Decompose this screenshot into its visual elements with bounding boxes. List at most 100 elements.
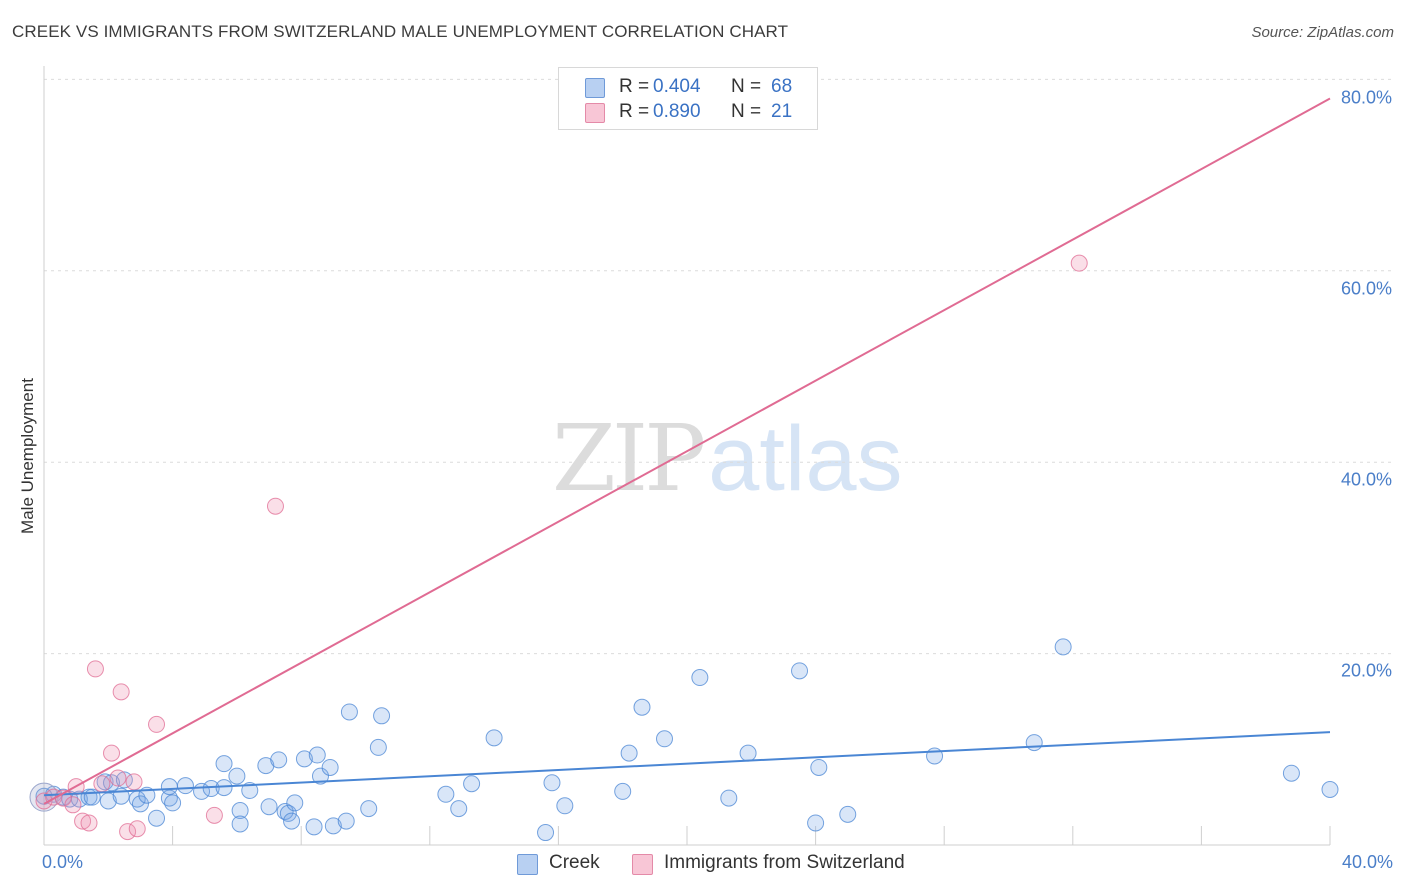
- creek-point: [1282, 764, 1300, 782]
- creek-point: [311, 767, 329, 785]
- creek-point: [231, 802, 249, 820]
- swiss-swatch: [585, 103, 605, 123]
- creek-point: [270, 751, 288, 769]
- creek-point: [369, 738, 387, 756]
- creek-point: [260, 798, 278, 816]
- swiss-point: [205, 806, 223, 824]
- creek-point: [231, 815, 249, 833]
- creek-point: [437, 785, 455, 803]
- swiss-point: [93, 775, 111, 793]
- chart-title: CREEK VS IMMIGRANTS FROM SWITZERLAND MAL…: [12, 22, 789, 41]
- creek-point: [1054, 638, 1072, 656]
- creek-point: [148, 809, 166, 827]
- creek-point: [810, 758, 828, 776]
- r-label: R =: [619, 76, 650, 97]
- axes: [43, 66, 1331, 846]
- creek-point: [131, 795, 149, 813]
- legend-swiss-label: Immigrants from Switzerland: [664, 852, 905, 873]
- creek-point: [215, 755, 233, 773]
- creek-point: [614, 782, 632, 800]
- creek-point: [620, 744, 638, 762]
- gridlines: [44, 78, 1392, 655]
- r-label: R =: [619, 101, 650, 122]
- creek-point: [83, 788, 101, 806]
- creek-point: [202, 780, 220, 798]
- trend-lines: [43, 97, 1331, 805]
- creek-point: [537, 824, 555, 842]
- creek-point: [286, 794, 304, 812]
- creek-point: [450, 800, 468, 818]
- creek-point: [485, 729, 503, 747]
- creek-point: [543, 774, 561, 792]
- swiss-point: [125, 773, 143, 791]
- source-credit: Source: ZipAtlas.com: [1251, 24, 1394, 41]
- legend-creek-label: Creek: [549, 852, 600, 873]
- swiss-r-value: 0.890: [653, 101, 701, 122]
- swiss-point: [148, 715, 166, 733]
- creek-point: [276, 803, 294, 821]
- creek-point: [176, 777, 194, 795]
- creek-point: [655, 730, 673, 748]
- creek-point: [633, 698, 651, 716]
- watermark-atlas: atlas: [708, 408, 903, 510]
- y-tick-20: 20.0%: [1340, 660, 1392, 681]
- creek-point: [164, 794, 182, 812]
- swiss-n-value: 21: [771, 101, 793, 122]
- legend-swiss-swatch: [632, 854, 653, 875]
- creek-r-value: 0.404: [653, 76, 701, 97]
- creek-point: [839, 805, 857, 823]
- swiss-point: [35, 792, 53, 810]
- creek-point: [160, 778, 178, 796]
- swiss-trend-line: [43, 97, 1331, 805]
- swiss-point: [112, 683, 130, 701]
- watermark: ZIPatlas: [552, 405, 903, 512]
- swiss-point: [86, 660, 104, 678]
- creek-point: [691, 669, 709, 687]
- swiss-point: [103, 744, 121, 762]
- creek-point: [241, 781, 259, 799]
- creek-point: [1321, 780, 1339, 798]
- y-tick-80: 80.0%: [1340, 87, 1392, 108]
- legend: Creek Immigrants from Switzerland: [0, 852, 1406, 878]
- creek-swatch: [585, 78, 605, 98]
- creek-point: [308, 746, 326, 764]
- creek-point: [337, 812, 355, 830]
- creek-point: [321, 758, 339, 776]
- swiss-point: [119, 823, 137, 841]
- creek-point: [228, 767, 246, 785]
- swiss-point: [74, 812, 92, 830]
- creek-point: [807, 814, 825, 832]
- n-label: N =: [731, 101, 762, 122]
- swiss-point: [64, 796, 82, 814]
- watermark-zip: ZIP: [552, 405, 706, 512]
- creek-point: [360, 800, 378, 818]
- creek-point: [96, 773, 114, 791]
- swiss-point: [128, 820, 146, 838]
- x-tick-min: 0.0%: [42, 852, 84, 872]
- swiss-points: [35, 254, 1088, 841]
- creek-point: [463, 775, 481, 793]
- creek-point: [720, 789, 738, 807]
- y-tick-40: 40.0%: [1340, 469, 1392, 490]
- creek-point: [373, 707, 391, 725]
- creek-point: [283, 812, 301, 830]
- creek-point: [556, 797, 574, 815]
- x-tick-max: 40.0%: [1341, 852, 1393, 872]
- creek-point: [305, 818, 323, 836]
- correlation-stats-box: R = 0.404 N = 68 R = 0.890 N = 21: [558, 67, 818, 130]
- creek-point: [739, 744, 757, 762]
- creek-point: [1025, 734, 1043, 752]
- creek-point: [295, 750, 313, 768]
- swiss-point: [109, 769, 127, 787]
- n-label: N =: [731, 76, 762, 97]
- creek-points: [29, 638, 1339, 842]
- creek-n-value: 68: [771, 76, 793, 97]
- swiss-point: [80, 814, 98, 832]
- creek-point: [324, 817, 342, 835]
- y-tick-60: 60.0%: [1340, 278, 1392, 299]
- y-axis-label: Male Unemployment: [18, 378, 37, 534]
- swiss-point: [1070, 254, 1088, 272]
- legend-creek-swatch: [517, 854, 538, 875]
- creek-point: [791, 662, 809, 680]
- creek-trend-line: [43, 731, 1331, 797]
